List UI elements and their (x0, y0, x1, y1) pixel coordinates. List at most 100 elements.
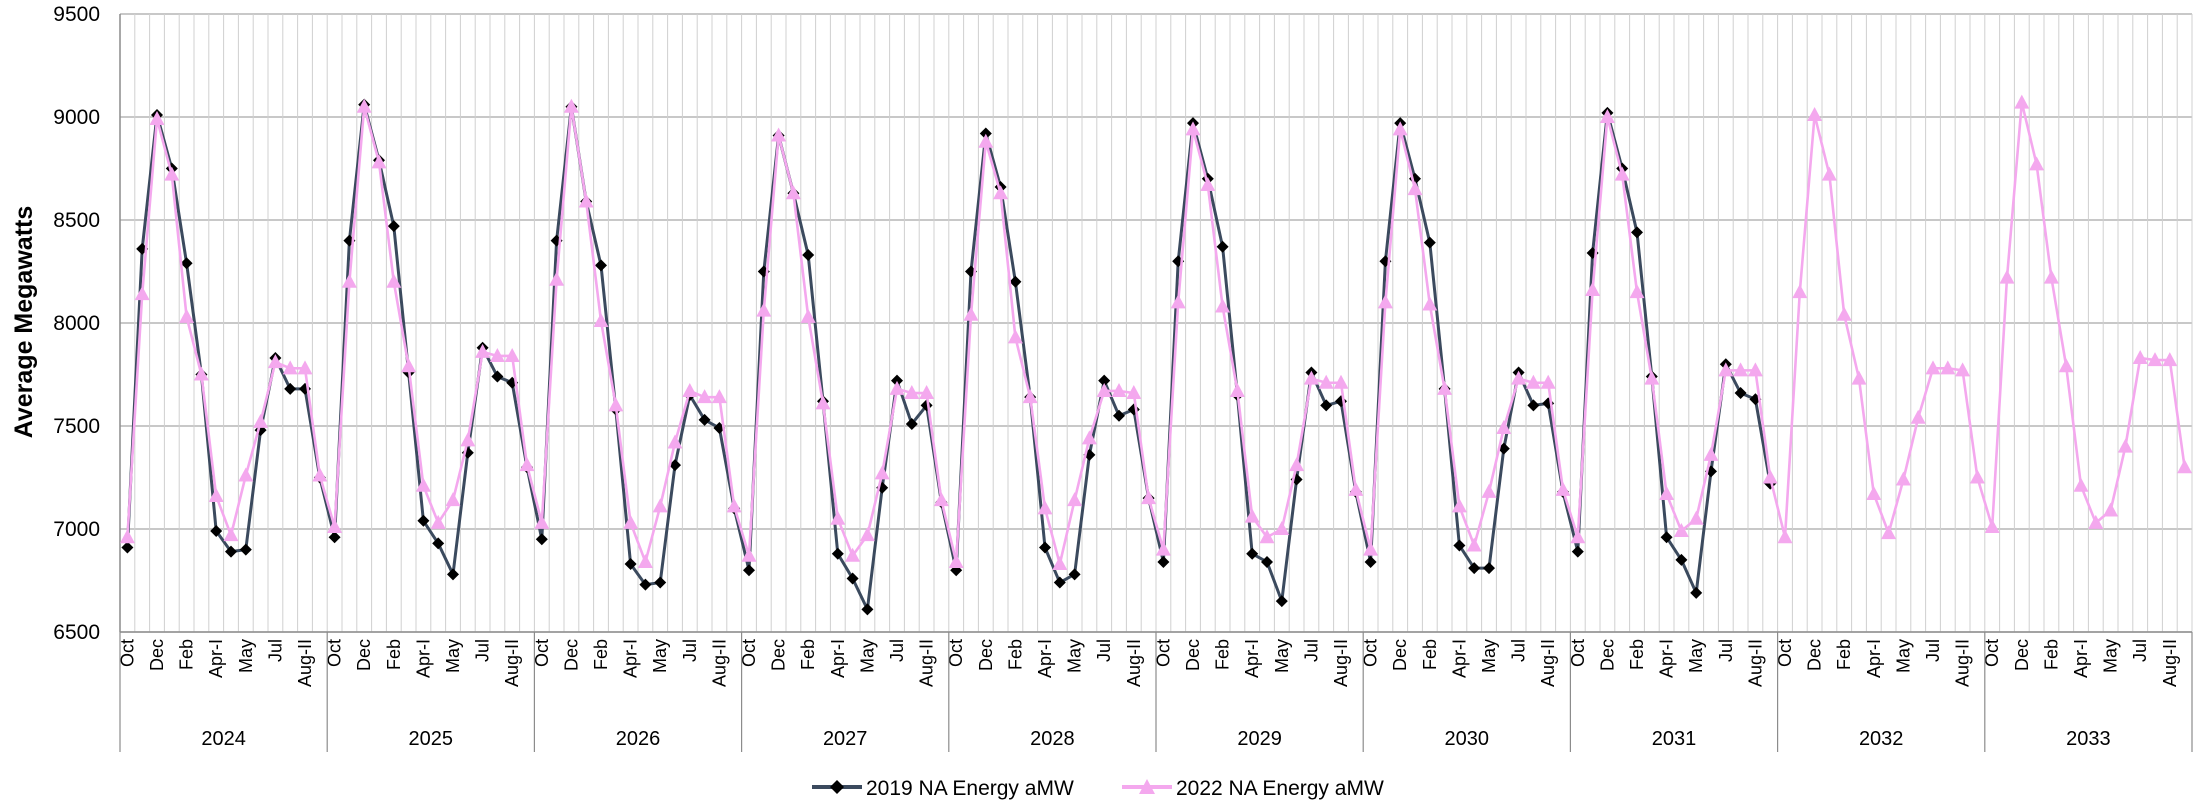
year-label: 2024 (201, 728, 246, 750)
data-point (1614, 166, 1630, 181)
x-tick-label: Oct (117, 639, 137, 667)
data-point (1571, 545, 1584, 558)
data-point (1215, 298, 1231, 313)
data-point (238, 467, 254, 482)
data-point (312, 467, 328, 482)
data-point (979, 127, 992, 140)
data-point (726, 498, 742, 513)
data-point (1660, 531, 1673, 544)
data-point (593, 312, 609, 327)
x-tick-label: Jul (265, 639, 285, 662)
data-point (401, 358, 417, 373)
data-point (874, 465, 890, 480)
data-point (1940, 360, 1956, 375)
data-point (1570, 529, 1586, 544)
x-tick-label: Apr-I (1242, 639, 1262, 678)
data-point (297, 360, 313, 375)
data-point (1392, 121, 1408, 136)
x-tick-label: Apr-I (1657, 639, 1677, 678)
y-tick-label: 9500 (53, 3, 100, 26)
data-point (1453, 539, 1466, 552)
data-point (831, 547, 844, 560)
data-point (1113, 409, 1125, 422)
data-point (1111, 382, 1127, 397)
data-point (489, 347, 505, 362)
year-label: 2032 (1859, 728, 1904, 750)
year-label: 2026 (616, 728, 661, 750)
x-tick-label: Apr-I (413, 639, 433, 678)
data-point (430, 514, 446, 529)
data-point (2043, 269, 2059, 284)
x-tick-label: Feb (1213, 639, 1233, 670)
x-tick-label: Aug-II (1538, 639, 1558, 687)
x-tick-label: May (1686, 639, 1706, 673)
y-axis-title: Average Megawatts (10, 206, 38, 439)
x-tick-label: Dec (2012, 639, 2032, 671)
x-tick-label: Feb (798, 639, 818, 670)
data-point (800, 308, 816, 323)
data-point (1925, 360, 1941, 375)
data-point (654, 576, 667, 589)
data-point (1511, 370, 1527, 385)
data-point (1675, 553, 1688, 566)
data-point (1527, 399, 1540, 412)
data-point (711, 389, 727, 404)
data-point (193, 366, 209, 381)
data-point (1984, 518, 2000, 533)
data-point (1364, 555, 1377, 568)
data-point (164, 166, 180, 181)
data-point (210, 525, 223, 538)
data-point (1599, 109, 1615, 123)
year-label: 2031 (1652, 728, 1697, 750)
x-tick-label: Apr-I (206, 639, 226, 678)
data-point (328, 531, 341, 544)
plot-series (119, 94, 2193, 616)
x-tick-label: Aug-II (295, 639, 315, 687)
series-1 (119, 94, 2193, 571)
x-tick-label: Oct (532, 639, 552, 667)
legend-marker-2022 (1139, 779, 1155, 794)
data-point (504, 347, 520, 362)
data-point (519, 457, 535, 472)
data-point (445, 492, 461, 507)
data-point (2088, 514, 2104, 529)
data-point (859, 527, 875, 542)
data-point (535, 533, 548, 546)
data-point (1096, 382, 1112, 397)
x-tick-label: May (236, 639, 256, 673)
data-point (415, 477, 431, 492)
data-point (846, 572, 859, 585)
series-line (126, 101, 2186, 566)
x-tick-label: Oct (325, 639, 345, 667)
data-point (1244, 508, 1260, 523)
x-tick-label: Aug-II (1124, 639, 1144, 687)
data-point (1229, 382, 1245, 397)
x-tick-label: Dec (1390, 639, 1410, 671)
data-point (667, 434, 683, 449)
x-tick-label: Feb (177, 639, 197, 670)
data-point (1881, 525, 1897, 540)
x-tick-label: Jul (1094, 639, 1114, 662)
data-point (1807, 106, 1823, 121)
x-tick-label: Jul (1509, 639, 1529, 662)
data-point (1999, 269, 2015, 284)
y-tick-label: 8500 (53, 209, 100, 232)
data-point (1690, 586, 1703, 599)
data-point (387, 220, 400, 233)
x-tick-label: May (857, 639, 877, 673)
data-point (432, 537, 445, 550)
x-tick-label: Dec (354, 639, 374, 671)
data-point (1423, 236, 1436, 249)
x-tick-label: May (1272, 639, 1292, 673)
x-tick-label: Apr-I (1035, 639, 1055, 678)
data-point (1052, 556, 1068, 571)
data-point (1053, 576, 1066, 589)
data-point (1688, 510, 1704, 525)
data-point (1733, 362, 1749, 377)
legend-label-2019: 2019 NA Energy aMW (866, 777, 1074, 800)
data-point (341, 273, 357, 288)
x-tick-label: Jul (887, 639, 907, 662)
data-point (1955, 362, 1971, 377)
legend-label-2022: 2022 NA Energy aMW (1176, 777, 1384, 800)
data-point (417, 514, 430, 527)
